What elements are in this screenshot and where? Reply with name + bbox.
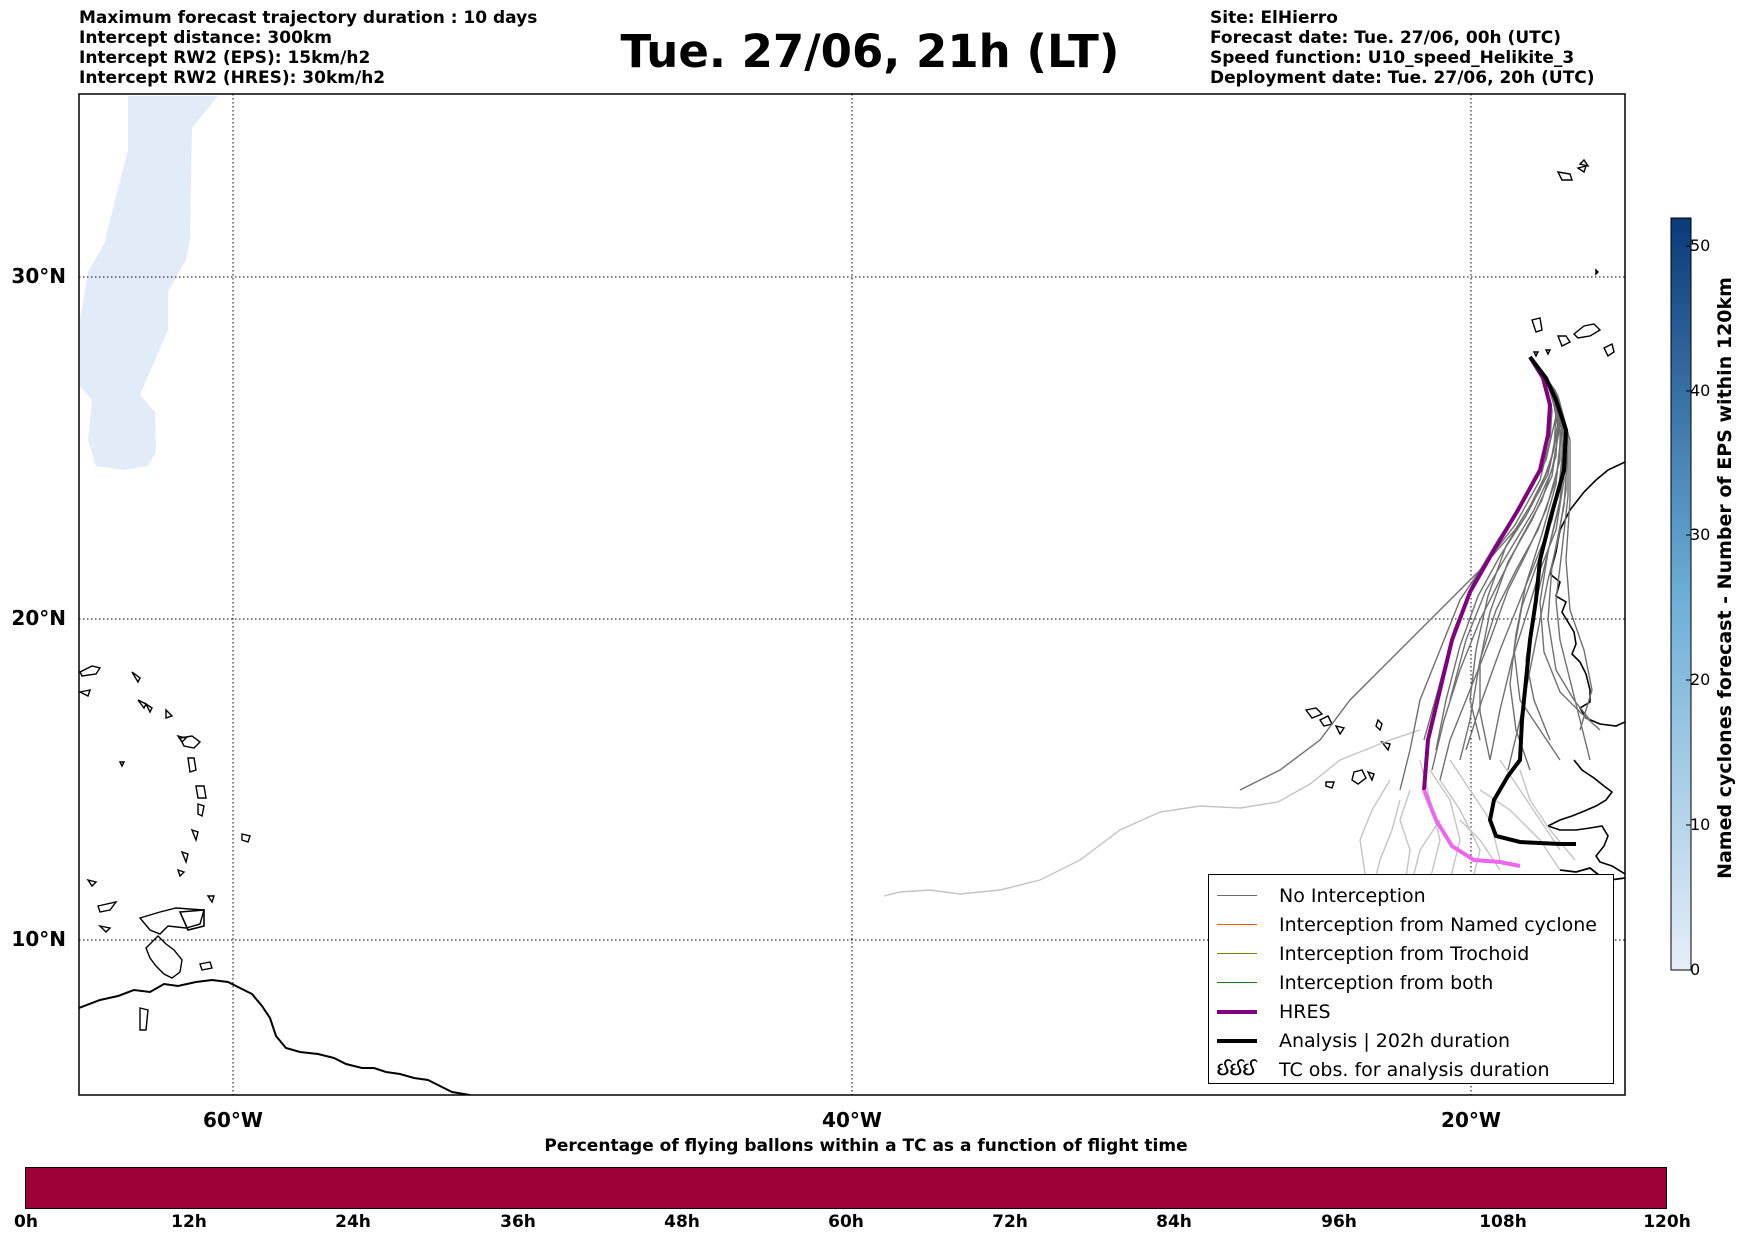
cyclone-symbol-icon: ઈઈઈ — [1217, 1059, 1257, 1080]
header-right-info: Site: ElHierro Forecast date: Tue. 27/06… — [1210, 8, 1595, 88]
legend-swatch-analysis — [1217, 1038, 1257, 1043]
legend-swatch-named-cyclone — [1217, 924, 1257, 925]
lon-label-40w: 40°W — [822, 1108, 882, 1132]
legend-swatch-trochoid — [1217, 953, 1257, 954]
flight-time-tick: 120h — [1643, 1212, 1691, 1232]
legend-label: No Interception — [1279, 884, 1426, 907]
legend-label: Interception from Trochoid — [1279, 942, 1530, 965]
legend-label: Analysis | 202h duration — [1279, 1029, 1511, 1052]
header-left-info: Maximum forecast trajectory duration : 1… — [79, 8, 537, 88]
legend-label: HRES — [1279, 1000, 1331, 1023]
analysis-trajectory — [1487, 355, 1576, 846]
flight-time-tick: 12h — [171, 1212, 207, 1232]
lat-label-30n: 30°N — [11, 264, 66, 288]
intercept-distance-text: Intercept distance: 300km — [79, 28, 332, 48]
legend-item: ઈઈઈ TC obs. for analysis duration — [1209, 1055, 1613, 1084]
forecast-date-text: Forecast date: Tue. 27/06, 00h (UTC) — [1210, 28, 1561, 48]
flight-time-tick: 60h — [828, 1212, 864, 1232]
hres-trajectory-late — [1422, 789, 1521, 868]
flight-time-tick: 72h — [992, 1212, 1028, 1232]
legend-label: Interception from both — [1279, 971, 1494, 994]
map-frame — [78, 93, 1626, 1096]
colorbar-tick: 30 — [1690, 525, 1711, 544]
eps-trajectories-no-interception — [1239, 356, 1601, 791]
flight-time-tick: 0h — [14, 1212, 38, 1232]
africa-coastline-south — [1545, 759, 1625, 875]
site-text: Site: ElHierro — [1210, 8, 1338, 28]
lon-label-20w: 20°W — [1441, 1108, 1501, 1132]
south-america-coastline — [79, 978, 471, 1095]
trinidad-outline — [178, 909, 205, 931]
flight-time-tick: 36h — [500, 1212, 536, 1232]
flight-time-tick: 48h — [664, 1212, 700, 1232]
lat-label-10n: 10°N — [11, 927, 66, 951]
colorbar-tick: 10 — [1690, 815, 1711, 834]
colorbar-tick: 40 — [1690, 381, 1711, 400]
colorbar-label-container: Named cyclones forecast - Number of EPS … — [1706, 215, 1744, 940]
legend-item: HRES — [1209, 997, 1613, 1026]
lat-label-20n: 20°N — [11, 606, 66, 630]
colorbar-tick: 0 — [1690, 960, 1701, 979]
max-duration-text: Maximum forecast trajectory duration : 1… — [79, 8, 538, 28]
map-legend: No Interception Interception from Named … — [1208, 874, 1614, 1084]
legend-item: Analysis | 202h duration — [1209, 1026, 1613, 1055]
flight-time-percentage-bar — [25, 1167, 1667, 1209]
colorbar-tick-marks — [1686, 245, 1691, 971]
intercept-eps-text: Intercept RW2 (EPS): 15km/h2 — [79, 48, 371, 68]
legend-item: Interception from Trochoid — [1209, 939, 1613, 968]
legend-label: Interception from Named cyclone — [1279, 913, 1597, 936]
caribbean-islands — [79, 665, 251, 1031]
colorbar-label: Named cyclones forecast - Number of EPS … — [1714, 276, 1737, 879]
legend-item: Interception from Named cyclone — [1209, 910, 1613, 939]
caribbean-coastline — [145, 935, 183, 979]
intercept-hres-text: Intercept RW2 (HRES): 30km/h2 — [79, 68, 386, 88]
lon-label-60w: 60°W — [203, 1108, 263, 1132]
legend-item: Interception from both — [1209, 968, 1613, 997]
flight-time-tick: 108h — [1479, 1212, 1527, 1232]
atlantic-islands — [1304, 158, 1615, 789]
bottom-bar-title: Percentage of flying ballons within a TC… — [544, 1136, 1188, 1156]
legend-swatch-no-interception — [1217, 895, 1257, 896]
legend-swatch-both — [1217, 982, 1257, 983]
cyclone-probability-area — [80, 96, 218, 470]
colorbar-tick: 20 — [1690, 670, 1711, 689]
flight-time-tick: 84h — [1156, 1212, 1192, 1232]
deployment-date-text: Deployment date: Tue. 27/06, 20h (UTC) — [1210, 68, 1595, 88]
legend-swatch-hres — [1217, 1009, 1257, 1014]
colorbar-gradient — [1670, 217, 1692, 971]
flight-time-tick: 96h — [1321, 1212, 1357, 1232]
legend-label: TC obs. for analysis duration — [1279, 1058, 1550, 1081]
legend-item: No Interception — [1209, 881, 1613, 910]
colorbar-tick: 50 — [1690, 236, 1711, 255]
flight-time-tick: 24h — [335, 1212, 371, 1232]
hres-trajectory — [1422, 355, 1553, 791]
speed-function-text: Speed function: U10_speed_Helikite_3 — [1210, 48, 1575, 68]
map-title: Tue. 27/06, 21h (LT) — [620, 25, 1120, 78]
